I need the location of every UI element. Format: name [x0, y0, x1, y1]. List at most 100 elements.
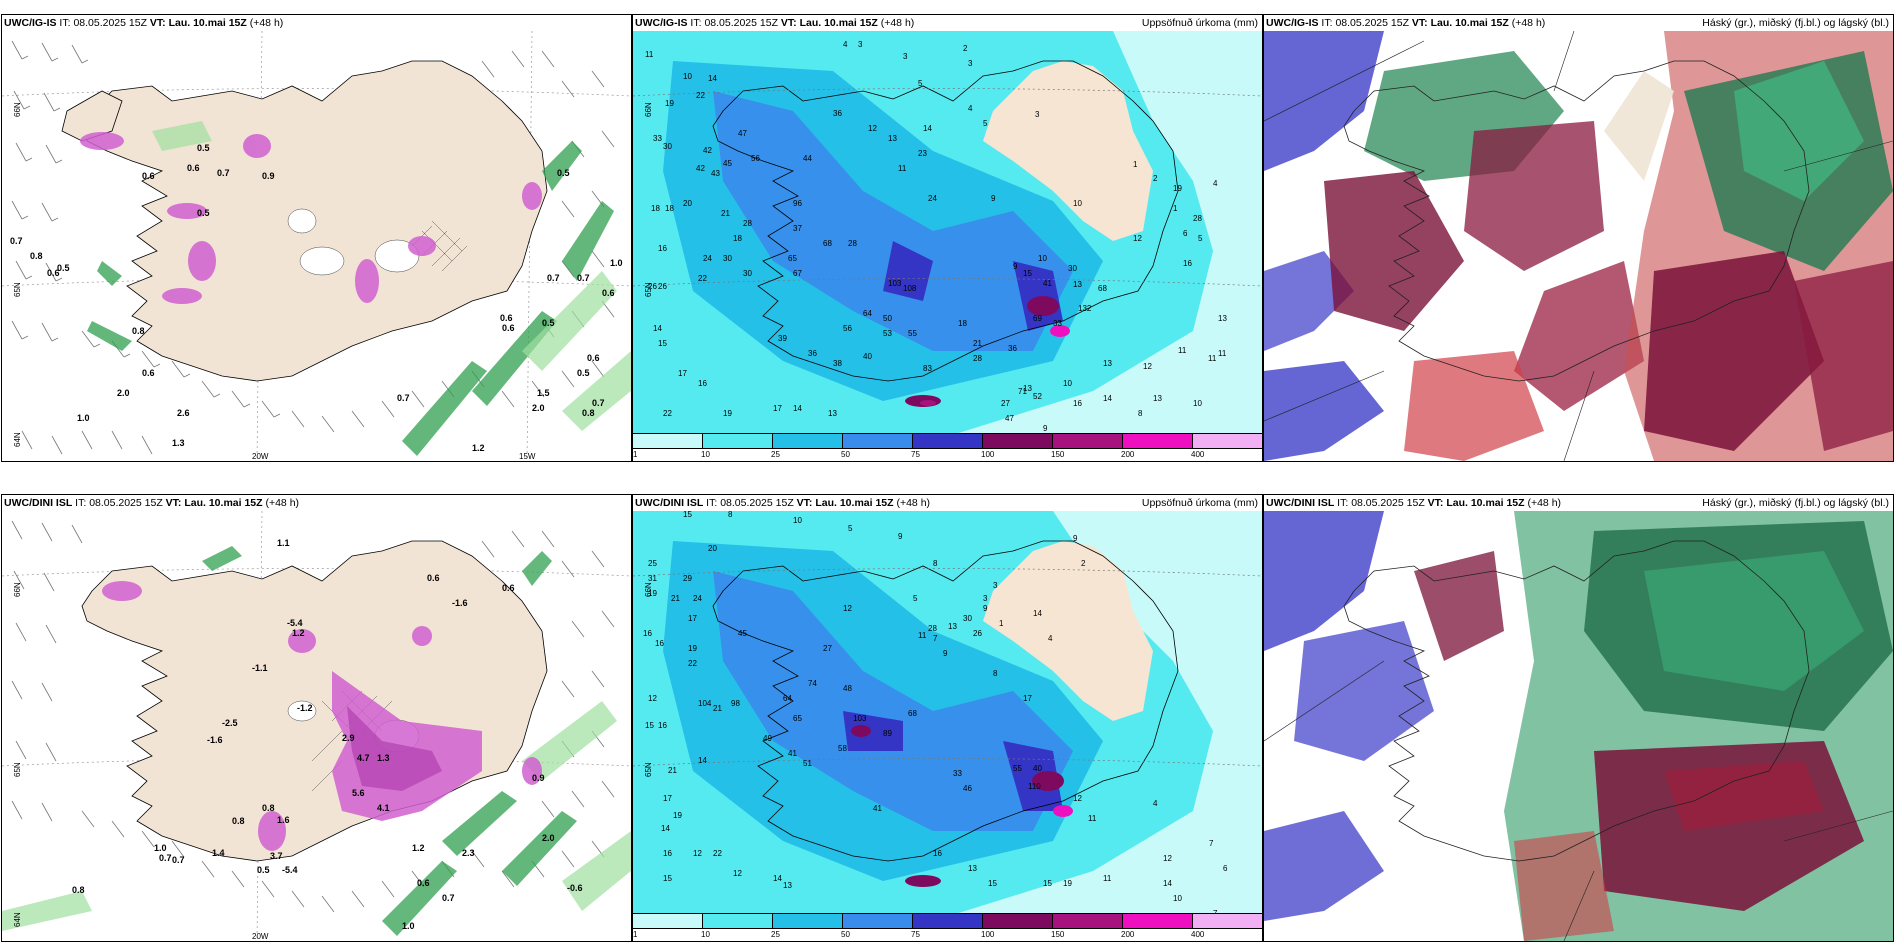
svg-text:31: 31: [648, 574, 657, 583]
svg-text:0.5: 0.5: [57, 263, 70, 273]
svg-text:1.5: 1.5: [537, 388, 550, 398]
svg-text:18: 18: [733, 234, 742, 243]
svg-text:17: 17: [1023, 694, 1032, 703]
svg-text:-5.4: -5.4: [287, 618, 303, 628]
svg-text:56: 56: [751, 154, 760, 163]
svg-text:17: 17: [663, 794, 672, 803]
legend-tick: 10: [701, 930, 710, 939]
svg-text:1.0: 1.0: [154, 843, 167, 853]
wind-panel-row1: UWC/IG-IS IT: 08.05.2025 15Z VT: Lau. 10…: [1, 14, 632, 462]
svg-text:10: 10: [793, 516, 802, 525]
svg-text:45: 45: [723, 159, 732, 168]
wind-map: 1.1 0.6 0.6 -1.6 -5.4 1.2 -1.1 -1.2 -2.5…: [2, 511, 631, 941]
svg-text:19: 19: [1173, 184, 1182, 193]
svg-text:0.6: 0.6: [502, 583, 515, 593]
svg-text:42: 42: [696, 164, 705, 173]
svg-text:15: 15: [645, 721, 654, 730]
svg-text:16: 16: [1183, 259, 1192, 268]
legend-swatch: [1193, 434, 1262, 448]
svg-text:1.0: 1.0: [77, 413, 90, 423]
svg-text:0.6: 0.6: [602, 288, 615, 298]
legend-tick: 150: [1051, 450, 1065, 459]
svg-text:67: 67: [793, 269, 802, 278]
svg-text:5: 5: [848, 524, 853, 533]
svg-text:11: 11: [918, 631, 927, 640]
cloud-panel-row2: UWC/DINI ISL IT: 08.05.2025 15Z VT: Lau.…: [1263, 494, 1894, 942]
svg-text:18: 18: [665, 204, 674, 213]
svg-text:7: 7: [933, 634, 938, 643]
svg-text:1: 1: [999, 619, 1004, 628]
svg-text:44: 44: [803, 154, 812, 163]
svg-text:50: 50: [883, 314, 892, 323]
svg-text:12: 12: [1163, 854, 1172, 863]
svg-text:0.6: 0.6: [427, 573, 440, 583]
svg-text:65N: 65N: [644, 282, 653, 297]
svg-text:16: 16: [933, 849, 942, 858]
svg-text:15: 15: [1023, 269, 1032, 278]
svg-text:103: 103: [888, 279, 902, 288]
panel-title: UWC/IG-IS IT: 08.05.2025 15Z VT: Lau. 10…: [635, 17, 915, 29]
model-name: UWC/DINI ISL: [4, 497, 73, 509]
legend-swatch: [703, 434, 773, 448]
legend-swatch: [773, 914, 843, 928]
svg-text:14: 14: [698, 756, 707, 765]
legend-tick: 50: [841, 450, 850, 459]
svg-text:16: 16: [698, 379, 707, 388]
svg-text:10: 10: [1063, 379, 1072, 388]
legend-tick: 150: [1051, 930, 1065, 939]
svg-text:0.5: 0.5: [197, 143, 210, 153]
svg-text:1.2: 1.2: [412, 843, 425, 853]
svg-text:19: 19: [673, 811, 682, 820]
svg-text:14: 14: [1103, 394, 1112, 403]
svg-text:68: 68: [1098, 284, 1107, 293]
legend-tick: 1: [633, 450, 638, 459]
legend-swatch: [1053, 914, 1123, 928]
svg-text:3: 3: [983, 594, 988, 603]
svg-text:2: 2: [1081, 559, 1086, 568]
svg-text:41: 41: [873, 804, 882, 813]
precip-panel-row1: UWC/IG-IS IT: 08.05.2025 15Z VT: Lau. 10…: [632, 14, 1263, 462]
svg-text:8: 8: [1138, 409, 1143, 418]
svg-text:13: 13: [1073, 280, 1082, 289]
svg-text:0.8: 0.8: [132, 326, 145, 336]
panel-title: UWC/IG-IS IT: 08.05.2025 15Z VT: Lau. 10…: [4, 17, 284, 29]
svg-text:0.6: 0.6: [502, 323, 515, 333]
svg-text:2.0: 2.0: [117, 388, 130, 398]
svg-text:4: 4: [968, 104, 973, 113]
svg-text:52: 52: [1033, 392, 1042, 401]
svg-text:83: 83: [923, 364, 932, 373]
svg-text:47: 47: [1005, 414, 1014, 423]
svg-text:11: 11: [1208, 354, 1217, 363]
svg-text:55: 55: [1013, 764, 1022, 773]
svg-text:3: 3: [903, 52, 908, 61]
svg-text:1.3: 1.3: [172, 438, 185, 448]
svg-text:89: 89: [883, 729, 892, 738]
svg-text:37: 37: [793, 224, 802, 233]
svg-text:26: 26: [648, 282, 657, 291]
legend-tick: 75: [911, 930, 920, 939]
svg-text:2.0: 2.0: [532, 403, 545, 413]
cloud-right-label: Háský (gr.), miðský (fj.bl.) og lágský (…: [1702, 17, 1889, 29]
precip-right-label: Uppsöfnuð úrkoma (mm): [1141, 17, 1258, 29]
svg-text:22: 22: [698, 274, 707, 283]
svg-text:0.8: 0.8: [262, 803, 275, 813]
svg-text:40: 40: [863, 352, 872, 361]
svg-text:65: 65: [793, 714, 802, 723]
svg-text:21: 21: [973, 339, 982, 348]
svg-text:20: 20: [708, 544, 717, 553]
panel-title: UWC/DINI ISL IT: 08.05.2025 15Z VT: Lau.…: [1266, 497, 1562, 509]
panel-title: UWC/DINI ISL IT: 08.05.2025 15Z VT: Lau.…: [4, 497, 300, 509]
svg-text:66N: 66N: [13, 582, 22, 597]
svg-text:21: 21: [671, 594, 680, 603]
svg-text:8: 8: [933, 559, 938, 568]
svg-text:5: 5: [1198, 234, 1203, 243]
svg-text:41: 41: [1043, 279, 1052, 288]
svg-text:0.7: 0.7: [217, 168, 230, 178]
svg-text:2.3: 2.3: [462, 848, 475, 858]
model-name: UWC/IG-IS: [635, 17, 688, 29]
model-name: UWC/IG-IS: [1266, 17, 1319, 29]
svg-text:19: 19: [688, 644, 697, 653]
svg-text:5: 5: [918, 79, 923, 88]
svg-text:0.6: 0.6: [500, 313, 513, 323]
svg-text:0.8: 0.8: [72, 885, 85, 895]
